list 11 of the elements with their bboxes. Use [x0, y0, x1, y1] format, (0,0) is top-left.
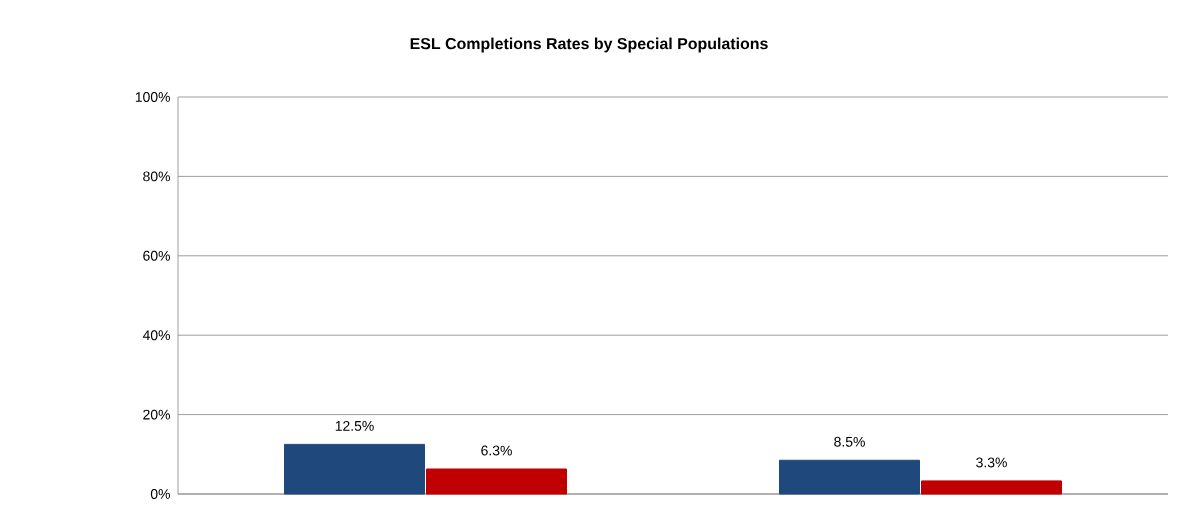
data-label: 3.3% — [976, 457, 1007, 468]
y-tick-label: 80% — [143, 171, 170, 182]
chart-title: ESL Completions Rates by Special Populations — [410, 37, 768, 53]
data-label: 6.3% — [481, 445, 512, 456]
data-label: 12.5% — [335, 420, 374, 431]
y-tick-label: 0% — [150, 489, 170, 499]
y-tick-label: 60% — [143, 250, 170, 261]
data-label: 8.5% — [834, 436, 865, 447]
y-tick-label: 20% — [143, 409, 170, 420]
y-tick-label: 40% — [142, 330, 170, 341]
y-tick-label: 100% — [135, 92, 170, 102]
